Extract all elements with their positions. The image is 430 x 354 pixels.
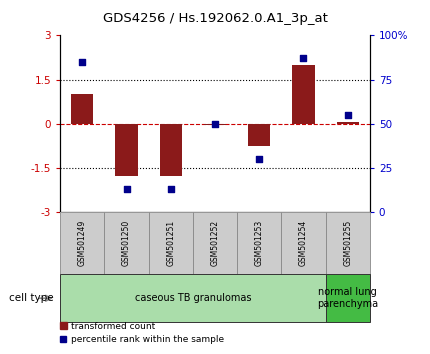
Bar bbox=[326, 274, 370, 322]
Point bbox=[123, 187, 130, 192]
Bar bbox=[237, 212, 281, 274]
Legend: transformed count, percentile rank within the sample: transformed count, percentile rank withi… bbox=[56, 318, 227, 348]
Bar bbox=[60, 212, 104, 274]
Point bbox=[256, 156, 263, 162]
Bar bbox=[116, 124, 138, 176]
Text: GSM501250: GSM501250 bbox=[122, 220, 131, 267]
Text: cell type: cell type bbox=[9, 293, 53, 303]
Bar bbox=[160, 124, 182, 176]
Text: GSM501251: GSM501251 bbox=[166, 220, 175, 267]
Bar bbox=[71, 95, 93, 124]
Point bbox=[300, 56, 307, 61]
Text: GSM501249: GSM501249 bbox=[78, 220, 87, 267]
Bar bbox=[292, 65, 314, 124]
Text: GSM501255: GSM501255 bbox=[343, 220, 352, 267]
Text: normal lung
parenchyma: normal lung parenchyma bbox=[317, 287, 378, 309]
Point bbox=[344, 112, 351, 118]
Bar bbox=[104, 212, 149, 274]
Bar bbox=[204, 124, 226, 125]
Bar bbox=[281, 212, 326, 274]
Bar bbox=[337, 122, 359, 124]
Point bbox=[167, 187, 174, 192]
Bar bbox=[60, 274, 326, 322]
Bar bbox=[326, 212, 370, 274]
Text: GSM501254: GSM501254 bbox=[299, 220, 308, 267]
Text: GSM501253: GSM501253 bbox=[255, 220, 264, 267]
Bar bbox=[248, 124, 270, 146]
Text: caseous TB granulomas: caseous TB granulomas bbox=[135, 293, 251, 303]
Bar bbox=[149, 212, 193, 274]
Point bbox=[79, 59, 86, 65]
Text: GDS4256 / Hs.192062.0.A1_3p_at: GDS4256 / Hs.192062.0.A1_3p_at bbox=[103, 12, 327, 25]
Text: GSM501252: GSM501252 bbox=[211, 220, 219, 267]
Bar bbox=[193, 212, 237, 274]
Point bbox=[212, 121, 218, 127]
